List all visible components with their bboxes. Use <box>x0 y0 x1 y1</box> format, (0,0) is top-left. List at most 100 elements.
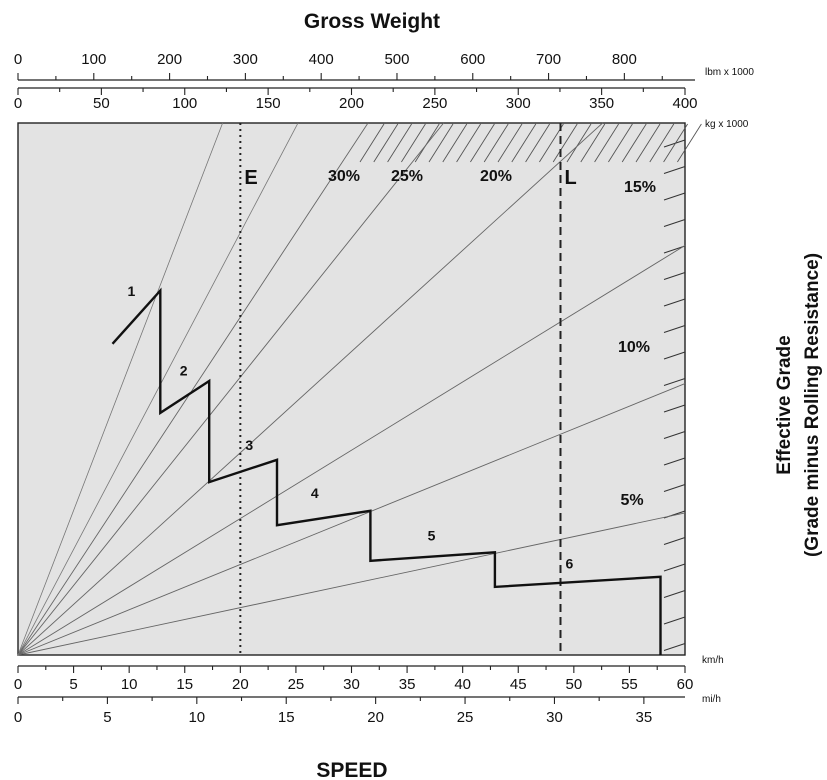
grade-scale-tick <box>663 431 686 439</box>
tick-label: 0 <box>14 676 22 693</box>
tick-label: 45 <box>510 676 527 693</box>
grade-scale-tick <box>663 219 686 227</box>
grade-line <box>17 245 686 656</box>
weight-diagonal <box>594 123 619 163</box>
weight-diagonal <box>428 123 454 163</box>
effective-grade-scale-ticks <box>663 139 686 651</box>
tick-label: 100 <box>172 95 197 112</box>
gear-label: 3 <box>245 437 253 453</box>
tick-label: 250 <box>422 95 447 112</box>
tick-label: 200 <box>157 51 182 68</box>
tick-label: 800 <box>612 51 637 68</box>
tick-label: 40 <box>454 676 471 693</box>
grade-label: 10% <box>618 339 650 356</box>
grade-scale-tick <box>663 590 686 598</box>
tick-label: 5 <box>103 709 111 726</box>
gear-label: 5 <box>428 528 436 544</box>
tick-label: 0 <box>14 95 22 112</box>
tick-label: 35 <box>399 676 416 693</box>
weight-diagonal <box>456 123 481 163</box>
tick-label: 20 <box>232 676 249 693</box>
grade-line-minor <box>17 122 223 656</box>
weight-diagonal <box>483 123 509 163</box>
y-axis-label-line-1: Effective Grade <box>774 335 795 474</box>
grade-scale-tick <box>663 563 686 572</box>
grade-scale-tick <box>663 139 686 148</box>
weight-diagonal <box>470 123 495 163</box>
axis-unit: km/h <box>702 655 724 666</box>
weight-diagonal <box>442 123 468 163</box>
weight-diagonal <box>539 123 564 163</box>
tick-label: 10 <box>188 709 205 726</box>
tick-label: 400 <box>309 51 334 68</box>
weight-diagonal <box>359 123 385 163</box>
grade-line <box>17 512 686 656</box>
grade-scale-tick <box>663 378 686 386</box>
tick-label: 30 <box>343 676 360 693</box>
tick-label: 400 <box>672 95 697 112</box>
tick-label: 55 <box>621 676 638 693</box>
gear-label: 4 <box>311 485 319 501</box>
axis-unit: lbm x 1000 <box>705 67 754 78</box>
gear-label: 1 <box>127 283 135 299</box>
grade-scale-tick <box>663 643 686 651</box>
tick-label: 700 <box>536 51 561 68</box>
tick-label: 30 <box>546 709 563 726</box>
weight-diagonal <box>649 123 675 163</box>
grade-scale-tick <box>663 166 686 174</box>
grade-line <box>17 122 369 656</box>
grade-scale-tick <box>663 272 686 280</box>
grade-scale-tick <box>663 351 686 360</box>
tick-label: 60 <box>677 676 694 693</box>
grade-line-minor <box>17 122 299 656</box>
y-axis-label: Effective Grade (Grade minus Rolling Res… <box>774 253 823 557</box>
tick-label: 150 <box>256 95 281 112</box>
tick-label: 25 <box>457 709 474 726</box>
tick-label: 200 <box>339 95 364 112</box>
gross-weight-diagonals <box>359 123 702 163</box>
weight-diagonal <box>497 123 523 163</box>
grade-scale-tick <box>663 192 686 201</box>
marker-label: E <box>244 167 257 189</box>
x-axis-label: SPEED <box>316 759 387 780</box>
grade-scale-tick <box>663 616 686 625</box>
grade-scale-tick <box>663 404 686 413</box>
bottom-axis-mih: 0 5 10 15 20 25 30 35 mi/h <box>14 694 721 726</box>
tick-label: 10 <box>121 676 138 693</box>
grade-scale-tick <box>663 537 686 545</box>
grade-label: 30% <box>328 168 360 185</box>
chart-title: Gross Weight <box>304 10 440 33</box>
axis-unit: mi/h <box>702 694 721 705</box>
gear-curve: 1 2 3 4 5 6 <box>111 283 662 655</box>
marker-label: L <box>564 167 576 189</box>
tick-label: 0 <box>14 51 22 68</box>
tick-label: 350 <box>589 95 614 112</box>
bottom-axis-kmh: 0 5 10 15 20 25 30 35 40 45 50 55 60 km/h <box>14 655 724 693</box>
tick-label: 50 <box>565 676 582 693</box>
weight-diagonal <box>552 123 578 163</box>
gear-label: 2 <box>180 363 188 379</box>
weight-diagonal <box>525 123 550 163</box>
tick-label: 500 <box>384 51 409 68</box>
weight-diagonal <box>635 123 661 163</box>
grade-scale-tick <box>663 457 686 466</box>
weight-diagonal <box>387 123 412 163</box>
weight-diagonal <box>511 123 537 163</box>
top-axis-lbm: 0 100 200 300 400 500 600 700 800 lbm x 1000 <box>14 51 754 81</box>
weight-diagonal <box>401 123 426 163</box>
grade-lines: 30% 25% 20% 15% 10% 5% <box>17 122 686 656</box>
tick-label: 300 <box>233 51 258 68</box>
weight-diagonal <box>608 123 633 163</box>
weight-diagonal <box>373 123 399 163</box>
grade-label: 20% <box>480 168 512 185</box>
weight-diagonal <box>580 123 606 163</box>
grade-label: 25% <box>391 168 423 185</box>
grade-scale-tick <box>663 298 686 307</box>
grade-scale-tick <box>663 484 686 492</box>
grade-scale-tick <box>663 325 686 333</box>
gear-label: 6 <box>565 555 573 571</box>
tick-label: 35 <box>636 709 653 726</box>
tick-label: 100 <box>81 51 106 68</box>
weight-diagonal <box>663 123 688 163</box>
